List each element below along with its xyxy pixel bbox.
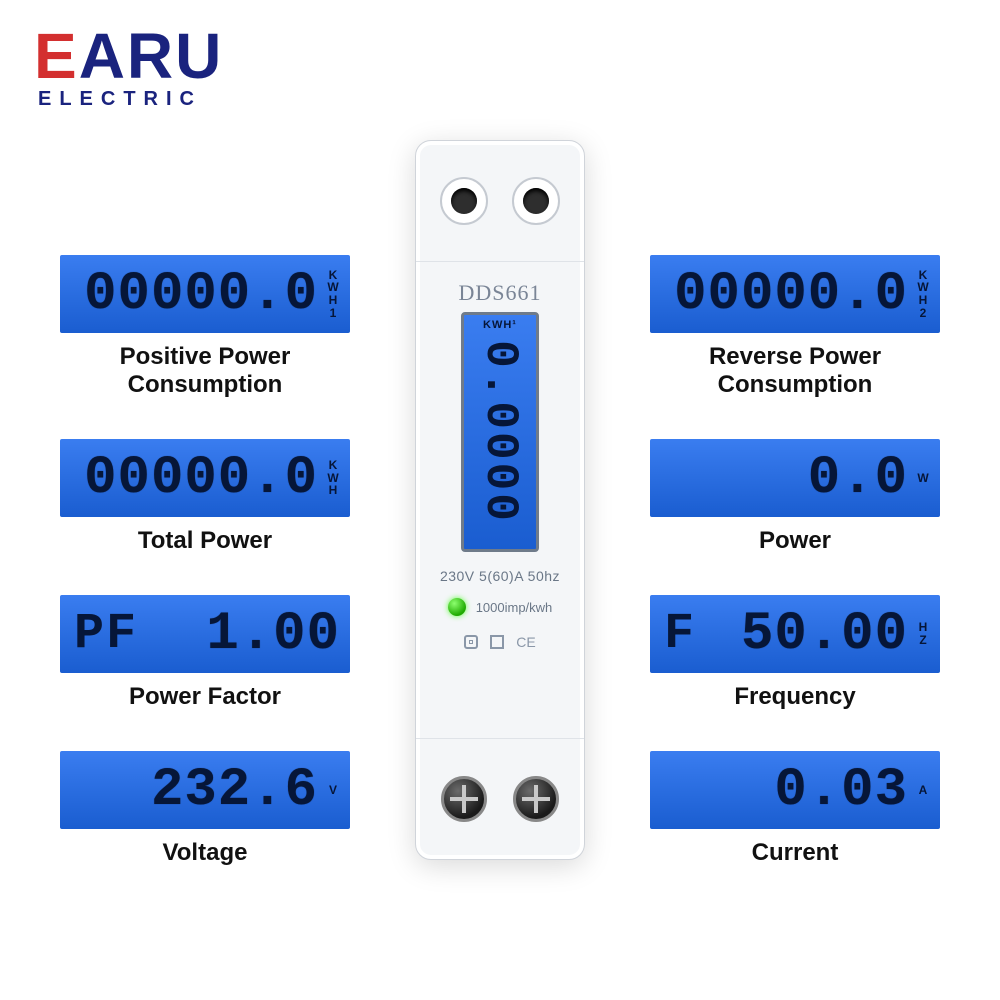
measure-power-factor: PF 1.00 Power Factor xyxy=(50,595,360,711)
device-faceplate: DDS661 KWH¹ 0.0000 230V 5(60)A 50hz 1000… xyxy=(416,261,584,739)
measure-positive-power: 00000.0 KWH1 Positive Power Consumption xyxy=(50,255,360,399)
left-column: 00000.0 KWH1 Positive Power Consumption … xyxy=(50,255,360,867)
measure-label: Reverse Power Consumption xyxy=(640,343,950,399)
terminal-screw xyxy=(441,776,487,822)
lcd-display: 00000.0 KWH2 xyxy=(650,255,940,333)
lcd-unit: KWH xyxy=(322,443,344,513)
terminal-hole xyxy=(512,177,560,225)
measure-label: Voltage xyxy=(50,839,360,867)
lcd-value: 0.03 xyxy=(774,760,908,821)
lcd-unit: HZ xyxy=(912,599,934,669)
lcd-display: 00000.0 KWH1 xyxy=(60,255,350,333)
lcd-value: 00000.0 xyxy=(674,264,908,325)
pulse-led-icon xyxy=(448,598,466,616)
lcd-value: 1.00 xyxy=(206,604,340,665)
lcd-display: PF 1.00 xyxy=(60,595,350,673)
mode-button-icon[interactable] xyxy=(464,635,478,649)
measure-label: Power Factor xyxy=(50,683,360,711)
measure-label: Frequency xyxy=(640,683,950,711)
device-pulse-text: 1000imp/kwh xyxy=(476,600,553,615)
lcd-prefix: F xyxy=(664,606,696,663)
measure-reverse-power: 00000.0 KWH2 Reverse Power Consumption xyxy=(640,255,950,399)
measure-frequency: F 50.00 HZ Frequency xyxy=(640,595,950,711)
bottom-screw-block xyxy=(416,739,584,859)
logo-rest: ARU xyxy=(79,20,224,92)
brand-logo-sub: ELECTRIC xyxy=(38,88,223,111)
lcd-display: 00000.0 KWH xyxy=(60,439,350,517)
top-terminal-block xyxy=(416,141,584,261)
lcd-unit: KWH2 xyxy=(912,259,934,329)
lcd-value: 50.00 xyxy=(741,604,908,665)
lcd-unit: KWH1 xyxy=(322,259,344,329)
measure-label: Power xyxy=(640,527,950,555)
brand-logo: EARU ELECTRIC xyxy=(34,28,223,111)
device-lcd-value: 0.0000 xyxy=(474,340,526,524)
measure-voltage: 232.6 V Voltage xyxy=(50,751,360,867)
ce-mark: CE xyxy=(516,634,535,650)
brand-logo-main: EARU xyxy=(34,28,223,86)
lcd-display: F 50.00 HZ xyxy=(650,595,940,673)
device-model: DDS661 xyxy=(458,280,541,306)
lcd-display: 0.03 A xyxy=(650,751,940,829)
lcd-value: 00000.0 xyxy=(84,264,318,325)
measure-label: Current xyxy=(640,839,950,867)
device-spec-line: 230V 5(60)A 50hz xyxy=(440,568,560,584)
measure-current: 0.03 A Current xyxy=(640,751,950,867)
measure-label: Positive Power Consumption xyxy=(50,343,360,399)
device-lcd-unit: KWH¹ xyxy=(464,319,536,331)
lcd-display: 0.0 W xyxy=(650,439,940,517)
measure-total-power: 00000.0 KWH Total Power xyxy=(50,439,360,555)
lcd-display: 232.6 V xyxy=(60,751,350,829)
lcd-prefix: PF xyxy=(74,606,138,663)
lcd-value: 232.6 xyxy=(151,760,318,821)
device-meter: DDS661 KWH¹ 0.0000 230V 5(60)A 50hz 1000… xyxy=(415,140,585,860)
right-column: 00000.0 KWH2 Reverse Power Consumption 0… xyxy=(640,255,950,867)
lcd-value: 00000.0 xyxy=(84,448,318,509)
device-pulse-row: 1000imp/kwh xyxy=(448,598,553,616)
lcd-unit: V xyxy=(322,755,344,825)
terminal-screw xyxy=(513,776,559,822)
logo-letter-e: E xyxy=(34,20,79,92)
lcd-unit: W xyxy=(912,443,934,513)
lcd-value: 0.0 xyxy=(808,448,908,509)
lcd-unit: A xyxy=(912,755,934,825)
device-symbols: CE xyxy=(464,634,535,650)
measure-label: Total Power xyxy=(50,527,360,555)
class-symbol-icon xyxy=(490,635,504,649)
device-lcd: KWH¹ 0.0000 xyxy=(461,312,539,552)
measure-power: 0.0 W Power xyxy=(640,439,950,555)
terminal-hole xyxy=(440,177,488,225)
